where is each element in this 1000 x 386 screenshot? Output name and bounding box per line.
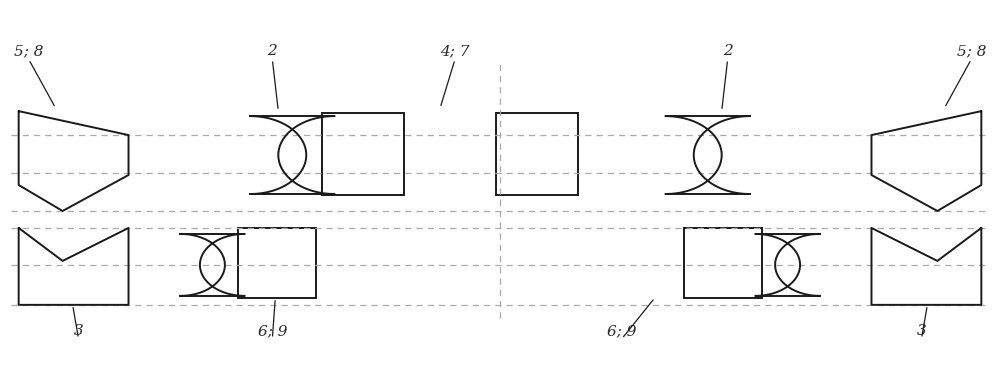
Bar bbox=[238, 228, 316, 298]
Text: 4; 7: 4; 7 bbox=[440, 44, 470, 58]
Bar bbox=[322, 113, 404, 195]
Text: 3: 3 bbox=[917, 324, 926, 338]
Bar bbox=[684, 228, 762, 298]
Text: 5; 8: 5; 8 bbox=[957, 44, 986, 58]
Text: 2: 2 bbox=[267, 44, 277, 58]
Text: 2: 2 bbox=[723, 44, 733, 58]
Text: 3: 3 bbox=[74, 324, 83, 338]
Text: 5; 8: 5; 8 bbox=[14, 44, 43, 58]
Text: 6; 9: 6; 9 bbox=[258, 324, 287, 338]
Bar bbox=[496, 113, 578, 195]
Text: 6; 9: 6; 9 bbox=[607, 324, 637, 338]
